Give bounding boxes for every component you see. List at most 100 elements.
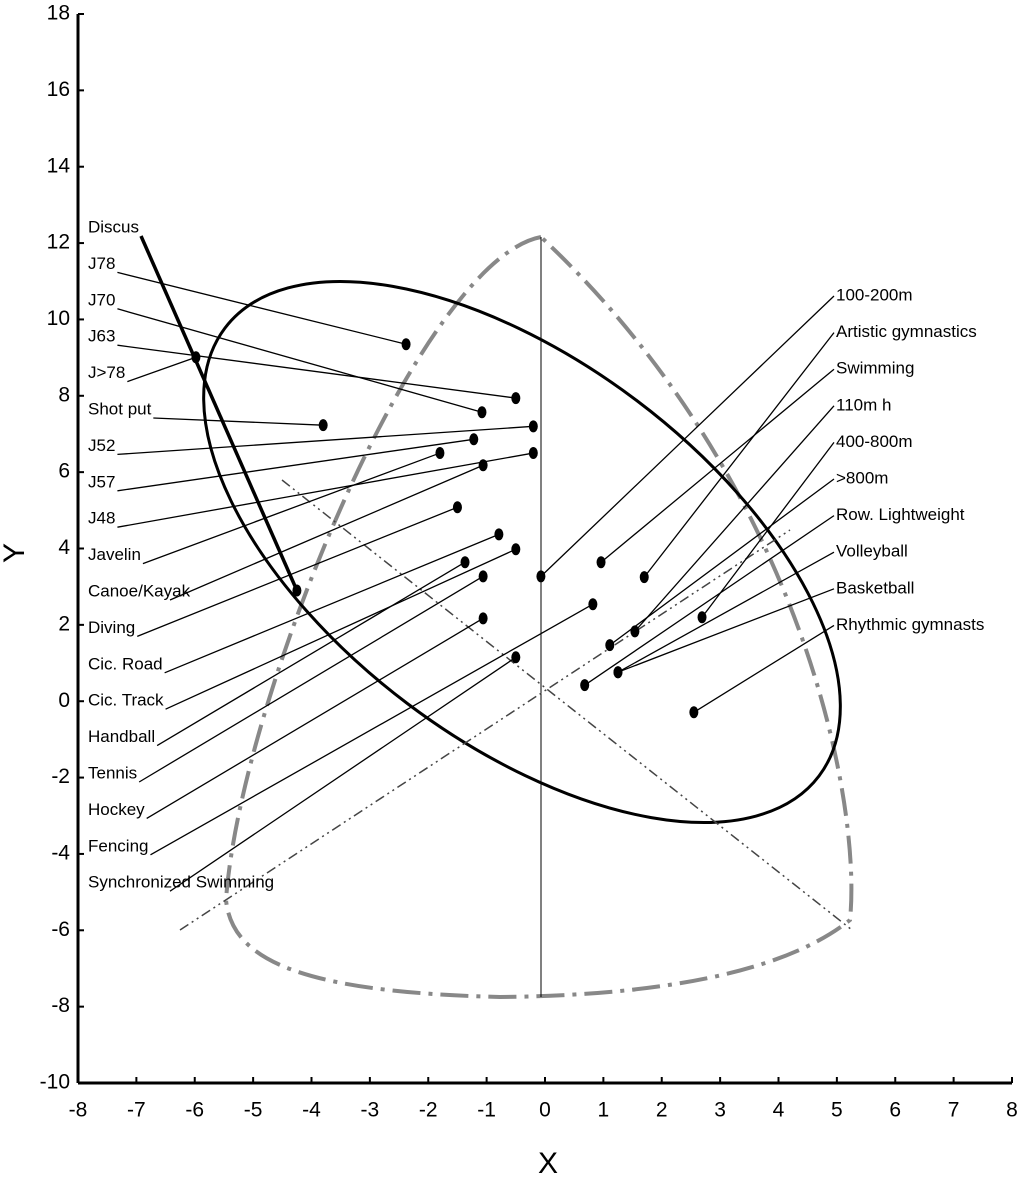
leader-line [138, 575, 484, 783]
point-label: 100-200m [836, 285, 913, 304]
point [478, 459, 488, 472]
point [613, 666, 623, 679]
point [697, 611, 707, 624]
leader-line [117, 344, 516, 399]
point [478, 570, 488, 583]
point [596, 556, 606, 569]
leader-line [540, 295, 835, 577]
x-tick-label: 2 [656, 1099, 668, 1122]
x-tick-label: 0 [539, 1099, 551, 1122]
x-tick-label: -6 [185, 1099, 204, 1122]
x-tick-label: -5 [244, 1099, 263, 1122]
point-label: J52 [88, 436, 115, 455]
point [536, 570, 546, 583]
point-label: Synchronized Swimming [88, 873, 274, 892]
leader-line [142, 452, 441, 565]
point [511, 651, 521, 664]
point [639, 571, 649, 584]
leader-line [146, 617, 484, 819]
point-label: 400-800m [836, 432, 913, 451]
leader-line [156, 561, 466, 747]
y-tick-label: 12 [47, 231, 70, 254]
dash-line [281, 479, 853, 931]
x-tick-label: 1 [598, 1099, 610, 1122]
leader-line [150, 603, 594, 856]
y-tick-label: 6 [58, 460, 70, 483]
leader-line [617, 588, 835, 673]
y-tick-label: -4 [51, 841, 70, 864]
point [494, 528, 504, 541]
ellipse [202, 280, 842, 824]
y-tick-label: 14 [47, 154, 71, 177]
x-tick-label: -8 [69, 1099, 88, 1122]
point-label: Rhythmic gymnasts [836, 615, 984, 634]
y-tick-label: -8 [51, 994, 70, 1017]
point-label: 110m h [836, 395, 891, 414]
point [460, 556, 470, 569]
y-tick-label: 16 [47, 78, 70, 101]
x-tick-label: 6 [889, 1099, 901, 1122]
point-label: J63 [88, 327, 115, 346]
point-label: Basketball [836, 578, 914, 597]
outer-curve [223, 234, 854, 1000]
point [580, 679, 590, 692]
point [511, 392, 521, 405]
point-label: J48 [88, 509, 115, 528]
point-label: Swimming [836, 359, 914, 378]
x-tick-label: 4 [773, 1099, 785, 1122]
leader-line [117, 308, 483, 413]
y-tick-label: 8 [58, 383, 70, 406]
y-tick-label: -10 [40, 1071, 70, 1094]
point [511, 543, 521, 556]
leader-line [169, 464, 484, 601]
y-tick-label: -6 [51, 918, 70, 941]
point-label: Javelin [88, 545, 141, 564]
leader-line [693, 624, 835, 713]
point [401, 338, 411, 351]
x-tick-label: 3 [714, 1099, 726, 1122]
point-label: Shot put [88, 399, 152, 418]
y-tick-label: 2 [58, 612, 70, 635]
leader-line [701, 442, 835, 618]
point [318, 419, 328, 432]
leader-line [127, 356, 197, 383]
point-label: Row. Lightweight [836, 505, 965, 524]
point [478, 612, 488, 625]
x-tick-label: -7 [127, 1099, 146, 1122]
dash-line [179, 529, 791, 931]
point [435, 447, 445, 460]
x-tick-label: -1 [477, 1099, 496, 1122]
point [689, 706, 699, 719]
x-tick-label: 8 [1006, 1099, 1018, 1122]
point [292, 584, 302, 597]
point-label: Discus [88, 217, 139, 236]
y-tick-label: -2 [51, 765, 70, 788]
point [528, 420, 538, 433]
point [477, 406, 487, 419]
leader-line [137, 506, 458, 638]
x-tick-label: 7 [948, 1099, 960, 1122]
point-label: Tennis [88, 763, 137, 782]
point-label: Handball [88, 727, 155, 746]
leader-line [164, 533, 500, 674]
y-tick-label: 10 [47, 307, 70, 330]
y-tick-label: 4 [58, 536, 70, 559]
leader-line [117, 438, 474, 492]
x-tick-label: -2 [419, 1099, 438, 1122]
point-label: Fencing [88, 836, 148, 855]
point-label: Artistic gymnastics [836, 322, 977, 341]
leader-line [117, 271, 407, 345]
point-label: J>78 [88, 363, 125, 382]
leader-line [609, 478, 835, 646]
leader-line [165, 548, 517, 710]
x-tick-label: -4 [302, 1099, 321, 1122]
point-label: Diving [88, 618, 135, 637]
point-label: Hockey [88, 800, 145, 819]
x-tick-label: 5 [831, 1099, 843, 1122]
point [469, 433, 479, 446]
point-label: Canoe/Kayak [88, 581, 191, 600]
point-label: J57 [88, 472, 115, 491]
leader-line [169, 656, 517, 892]
leader-line [634, 405, 835, 632]
